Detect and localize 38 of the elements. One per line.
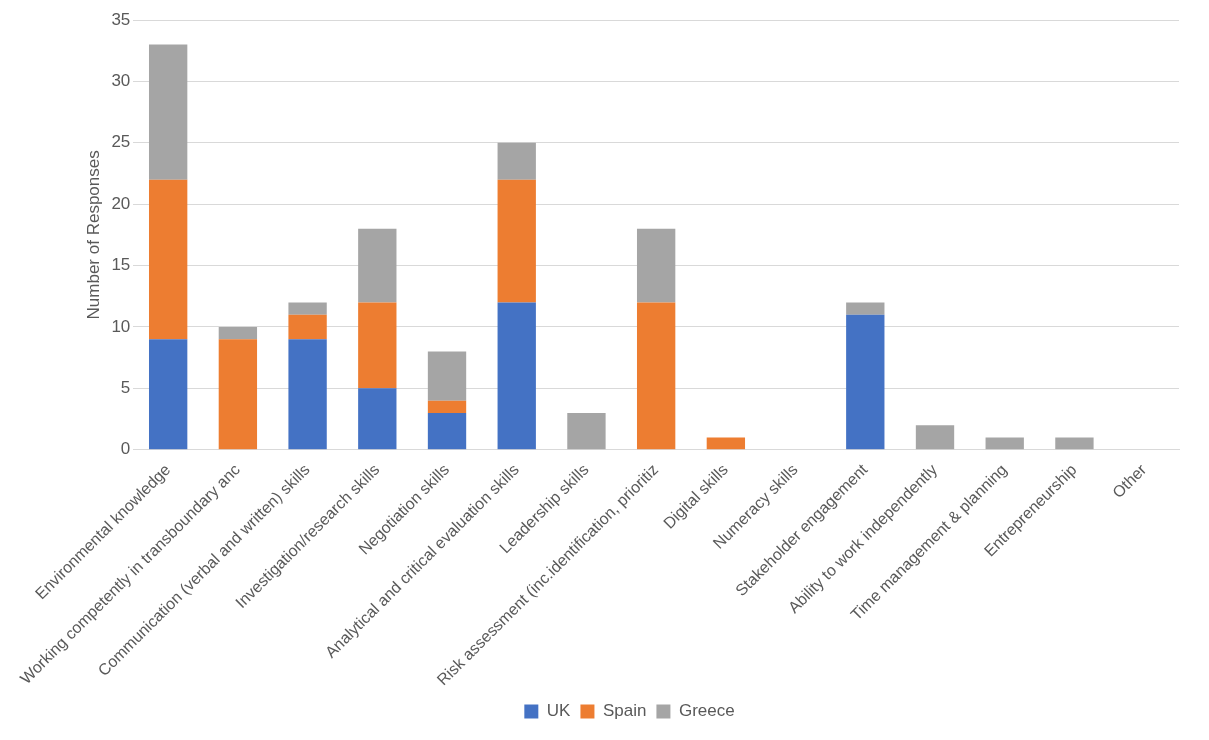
bar [358,228,397,303]
bar [149,179,188,340]
bar [846,314,885,450]
bar [706,437,746,450]
y-axis-title: Number of Responses [83,150,103,320]
bar [218,339,258,450]
bar [636,228,676,303]
bar [497,142,536,180]
bar [218,326,258,340]
bar [358,388,397,450]
legend-label: Greece [678,701,735,721]
bar [636,302,676,450]
y-tick-label: 30 [111,71,131,91]
bar [427,400,467,413]
y-tick-label: 10 [111,316,131,336]
y-tick-label: 35 [111,9,131,29]
bar [427,351,467,401]
y-tick-label: 25 [111,132,131,152]
bar [497,302,536,450]
bar [846,302,885,315]
y-tick-label: 20 [111,193,131,213]
bar [1055,437,1094,450]
bar [427,412,467,450]
bar [149,339,188,450]
legend-label: Spain [602,701,647,721]
bar [358,302,397,389]
bar [288,302,327,315]
y-tick-label: 0 [120,439,131,459]
y-tick-label: 15 [111,255,131,275]
bar [149,44,188,180]
bar [567,412,606,450]
y-tick-label: 5 [120,378,131,398]
bar [985,437,1024,450]
bar [288,314,327,340]
bar [497,179,536,303]
bar [915,425,955,450]
legend-label: UK [546,701,572,721]
bar [288,339,327,450]
